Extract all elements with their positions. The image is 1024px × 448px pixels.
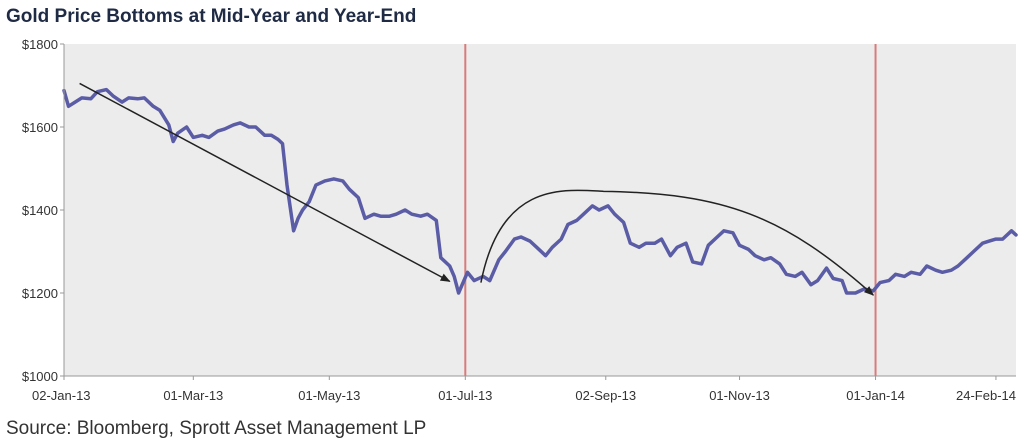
x-tick-label: 02-Jan-13: [32, 388, 91, 403]
chart-title: Gold Price Bottoms at Mid-Year and Year-…: [6, 6, 417, 27]
downtrend-arrow: [79, 82, 451, 283]
source-note: Source: Bloomberg, Sprott Asset Manageme…: [6, 418, 427, 439]
x-tick-label: 01-Nov-13: [709, 388, 770, 403]
x-tick-label: 01-Jul-13: [438, 388, 492, 403]
series-line-gold-price: [62, 87, 1018, 295]
x-tick-label: 01-May-13: [298, 388, 360, 403]
y-tick-label: $1400: [22, 203, 58, 218]
y-tick-label: $1600: [22, 120, 58, 135]
x-tick-label: 01-Jan-14: [846, 388, 905, 403]
x-tick-label: 02-Sep-13: [575, 388, 636, 403]
arc-trend-arrow: [480, 189, 875, 296]
y-tick-label: $1200: [22, 286, 58, 301]
y-tick-label: $1800: [22, 37, 58, 52]
x-tick-label: 24-Feb-14: [956, 388, 1016, 403]
plot-area: [64, 44, 1016, 376]
y-tick-label: $1000: [22, 369, 58, 384]
x-tick-label: 01-Mar-13: [163, 388, 223, 403]
